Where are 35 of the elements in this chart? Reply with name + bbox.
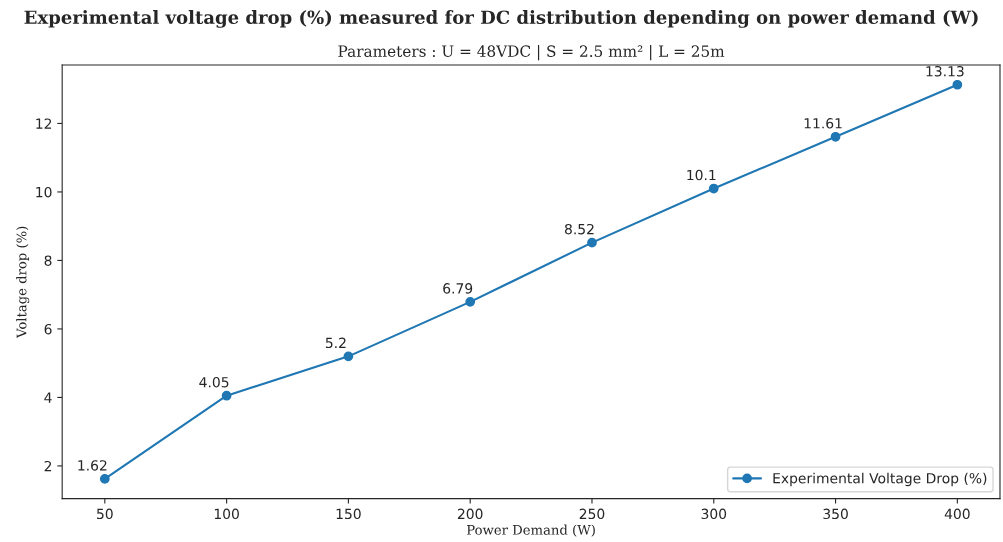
- point: [99, 474, 110, 484]
- data-label: 4.05: [199, 376, 229, 388]
- y-tick-label: 10: [36, 186, 52, 198]
- data-label: 6.79: [443, 283, 473, 294]
- data-label: 8.52: [564, 223, 594, 235]
- x-tick-label: 300: [701, 508, 727, 520]
- point: [952, 79, 963, 90]
- y-tick-label: 6: [44, 323, 52, 335]
- point: [343, 351, 354, 362]
- x-tick-label: 400: [944, 508, 970, 520]
- y-tick-label: 4: [44, 392, 52, 403]
- y-axis-title: Voltage drop (%): [16, 226, 30, 339]
- chart-title: Experimental voltage drop (%) measured for DC distribution depending on power demand (W): [24, 10, 978, 28]
- point: [708, 183, 719, 194]
- data-label: 5.2: [325, 337, 346, 349]
- legend-label: Experimental Voltage Drop (%): [773, 472, 987, 487]
- x-tick-label: 50: [97, 508, 113, 520]
- chart-subtitle: Parameters : U = 48VDC | S = 2.5 mm² | L = 25m: [338, 45, 725, 61]
- x-axis-title: Power Demand (W): [466, 524, 595, 537]
- data-label: 11.61: [804, 118, 842, 129]
- point: [587, 237, 597, 248]
- x-tick-label: 100: [214, 508, 239, 520]
- point: [465, 297, 476, 307]
- point: [830, 131, 841, 142]
- y-tick-label: 2: [44, 460, 52, 472]
- x-tick-label: 150: [336, 508, 361, 520]
- data-label: 13.13: [926, 66, 964, 77]
- x-tick-label: 350: [823, 508, 848, 520]
- point: [221, 390, 232, 401]
- y-tick-label: 8: [44, 255, 52, 266]
- data-label: 1.62: [78, 460, 107, 471]
- x-tick-label: 250: [579, 508, 605, 520]
- x-tick-label: 200: [457, 508, 483, 520]
- y-tick-label: 12: [36, 118, 52, 129]
- data-label: 10.1: [687, 169, 716, 181]
